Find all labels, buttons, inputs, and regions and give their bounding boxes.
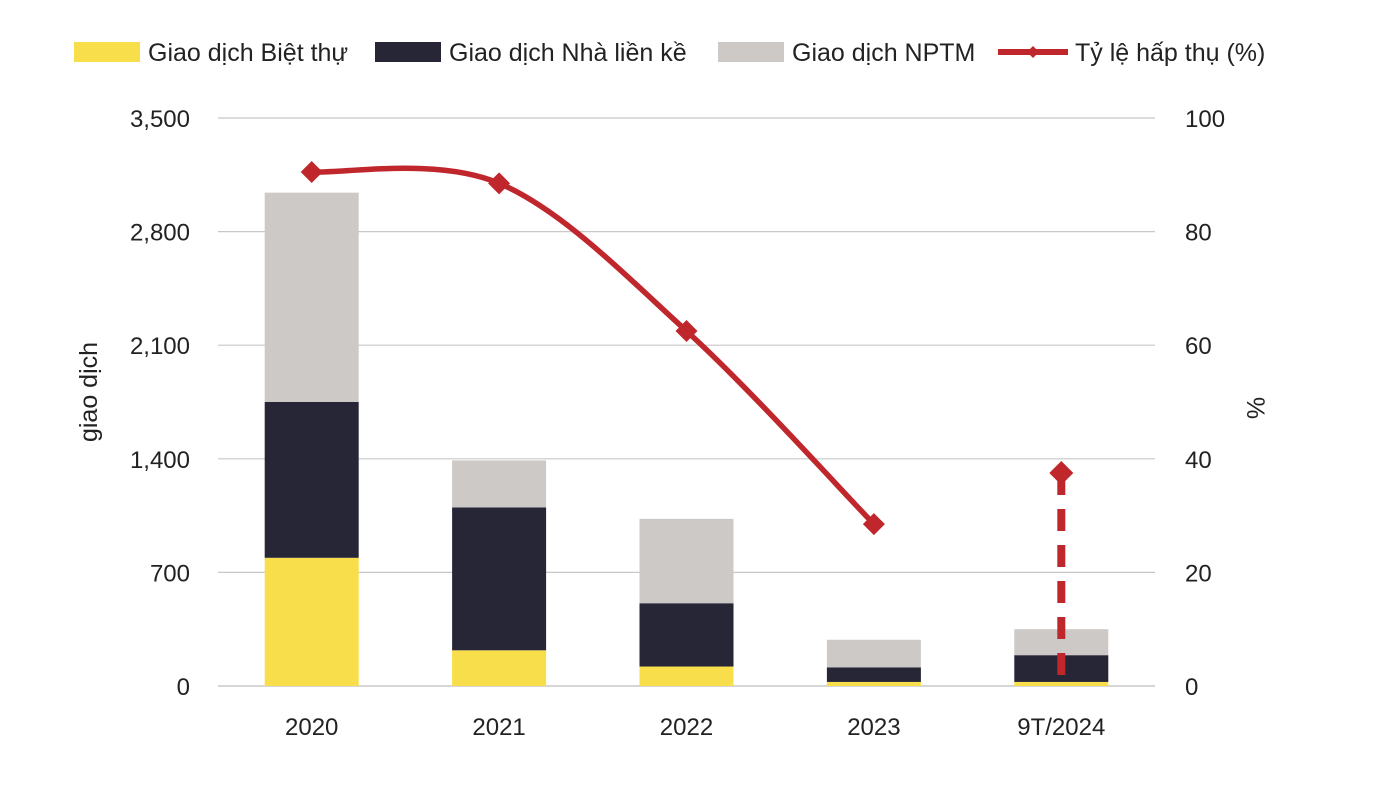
- bar-segment-townhouse: [264, 402, 359, 558]
- bar-segment-villa: [264, 557, 359, 686]
- bar-segment-shophouse: [264, 192, 359, 402]
- y-tick-left-label: 0: [177, 674, 190, 701]
- bar-segment-shophouse: [452, 460, 547, 508]
- y-tick-left-label: 700: [150, 560, 190, 587]
- right-axis-ticks: 0 20 40 60 80 100: [1185, 106, 1225, 701]
- x-tick-label: 2021: [472, 714, 525, 741]
- absorption-point-dashed: [1049, 461, 1074, 485]
- bar-segment-townhouse: [452, 507, 547, 651]
- legend-label-villa: Giao dịch Biệt thự: [148, 39, 348, 67]
- bar-segment-villa: [826, 681, 921, 686]
- legend: Giao dịch Biệt thự Giao dịch Nhà liền kề…: [74, 39, 1265, 67]
- absorption-line: [300, 160, 1074, 686]
- y-tick-left-label: 3,500: [130, 106, 190, 133]
- absorption-point: [675, 320, 698, 342]
- y-tick-right-label: 80: [1185, 220, 1212, 247]
- absorption-point: [488, 172, 511, 195]
- legend-swatch-townhouse: [375, 42, 441, 62]
- y-tick-left-label: 1,400: [130, 447, 190, 474]
- x-tick-label: 2023: [847, 714, 900, 741]
- legend-marker-absorption: [1027, 46, 1039, 58]
- y-tick-right-label: 100: [1185, 106, 1225, 133]
- y-axis-label-right: %: [1241, 397, 1269, 419]
- x-tick-label: 2022: [660, 714, 713, 741]
- absorption-point: [862, 513, 885, 536]
- y-tick-right-label: 60: [1185, 333, 1212, 360]
- bars: [264, 192, 1109, 686]
- left-axis-ticks: 0 700 1,400 2,100 2,800 3,500: [130, 106, 190, 701]
- x-tick-label: 2020: [285, 714, 338, 741]
- bar-segment-townhouse: [826, 667, 921, 682]
- y-axis-label-left: giao dịch: [75, 342, 103, 442]
- legend-swatch-villa: [74, 42, 140, 62]
- bar-segment-villa: [1014, 681, 1109, 686]
- y-tick-left-label: 2,100: [130, 333, 190, 360]
- bar-segment-villa: [639, 666, 734, 686]
- x-tick-label: 9T/2024: [1017, 714, 1105, 741]
- bar-segment-townhouse: [639, 603, 734, 667]
- x-axis-ticks: 2020 2021 2022 2023 9T/2024: [285, 714, 1105, 741]
- bar-segment-shophouse: [639, 518, 734, 604]
- y-tick-right-label: 40: [1185, 447, 1212, 474]
- absorption-point: [300, 160, 323, 183]
- absorption-line-path: [308, 165, 877, 527]
- legend-label-townhouse: Giao dịch Nhà liền kề: [449, 39, 687, 67]
- legend-label-absorption: Tỷ lệ hấp thụ (%): [1075, 39, 1265, 67]
- bar-segment-shophouse: [826, 639, 921, 668]
- y-tick-right-label: 0: [1185, 674, 1198, 701]
- y-tick-left-label: 2,800: [130, 220, 190, 247]
- y-tick-right-label: 20: [1185, 560, 1212, 587]
- legend-swatch-shophouse: [718, 42, 784, 62]
- legend-label-shophouse: Giao dịch NPTM: [792, 39, 975, 67]
- bar-segment-villa: [452, 650, 547, 686]
